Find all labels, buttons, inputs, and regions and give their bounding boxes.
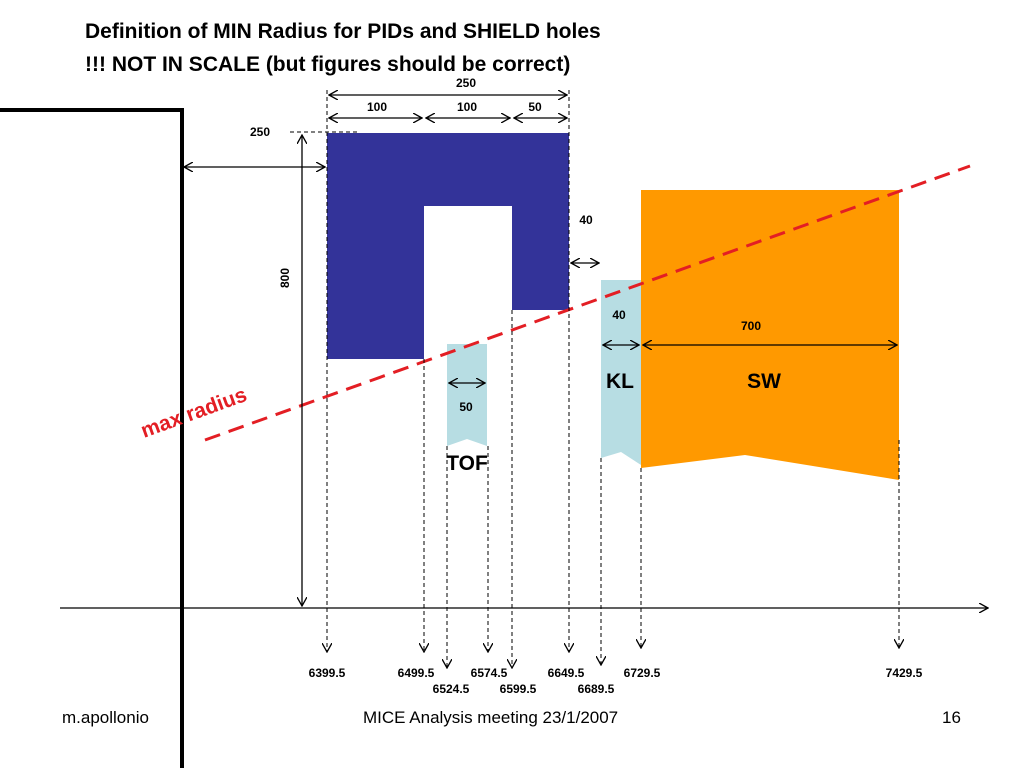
pos-6524-5: 6524.5 [433,682,470,696]
title-line-2: !!! NOT IN SCALE (but figures should be … [85,53,571,76]
label-50: 50 [528,100,542,114]
label-100-b: 100 [457,100,477,114]
pos-6574-5: 6574.5 [471,666,508,680]
wall-line [0,108,184,768]
label-50-tof: 50 [459,400,473,414]
label-250-offset: 250 [250,125,270,139]
tof-shape [447,344,487,446]
shield-shape [327,133,569,359]
kl-shape [601,280,641,465]
pos-6599-5: 6599.5 [500,682,537,696]
pos-6399-5: 6399.5 [309,666,346,680]
max-radius-line [204,164,971,442]
label-max-radius: max radius [138,383,250,443]
pos-6499-5: 6499.5 [398,666,435,680]
label-700: 700 [741,319,761,333]
label-sw: SW [747,370,781,393]
pos-7429-5: 7429.5 [886,666,923,680]
footer-author: m.apollonio [62,708,149,727]
footer-page-number: 16 [942,708,961,727]
label-250-total: 250 [456,76,476,90]
label-tof: TOF [446,452,488,475]
footer-meeting: MICE Analysis meeting 23/1/2007 [363,708,619,727]
label-kl: KL [606,370,634,393]
label-100-a: 100 [367,100,387,114]
label-40-kl: 40 [612,308,626,322]
sw-shape [641,190,899,480]
pos-6649-5: 6649.5 [548,666,585,680]
pos-6689-5: 6689.5 [578,682,615,696]
pos-6729-5: 6729.5 [624,666,661,680]
title-line-1: Definition of MIN Radius for PIDs and SH… [85,20,601,43]
label-40-gap: 40 [579,213,593,227]
label-800: 800 [278,268,292,288]
